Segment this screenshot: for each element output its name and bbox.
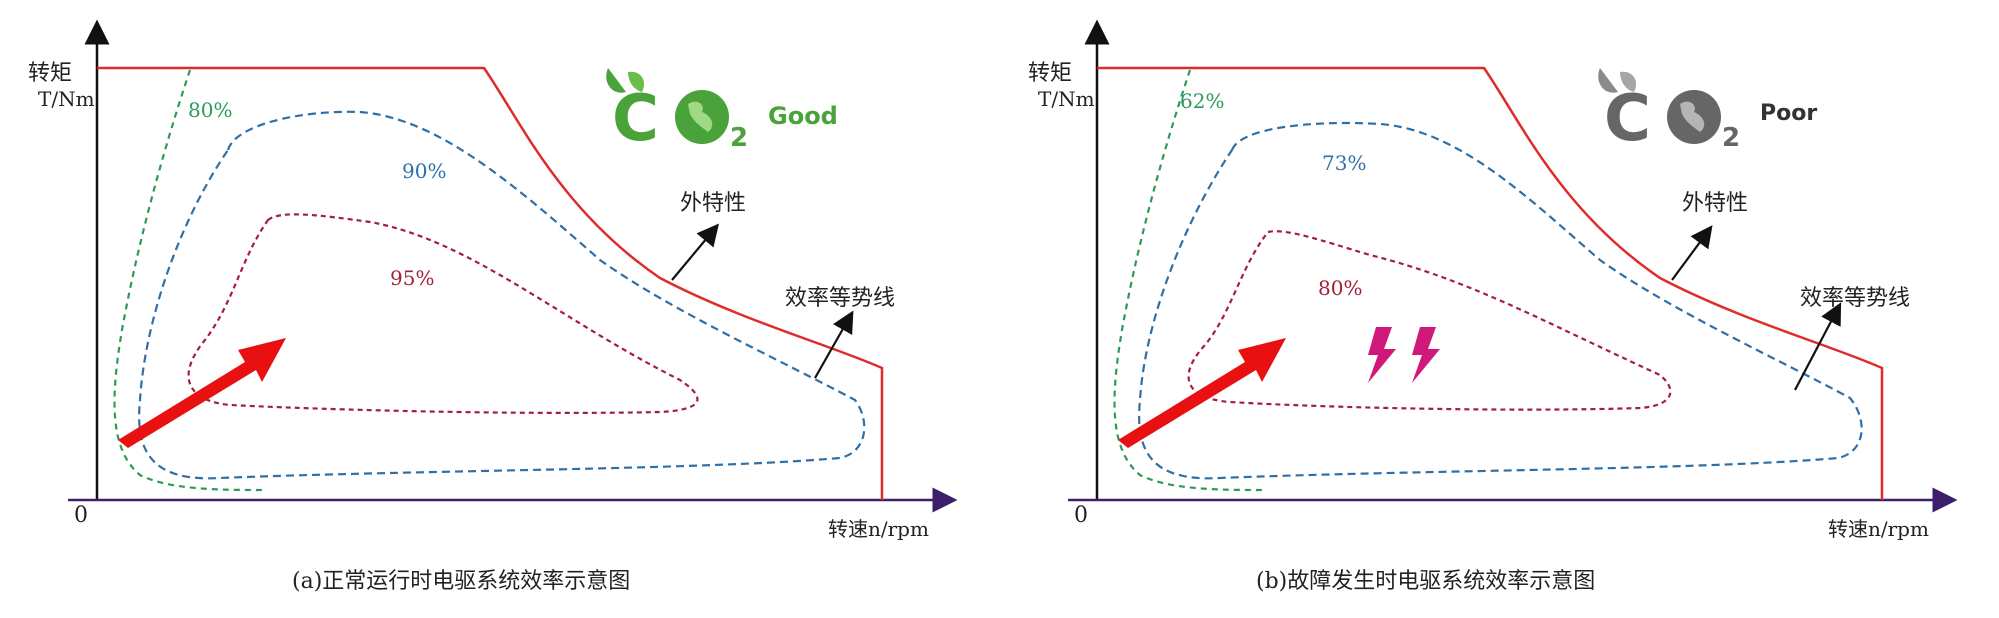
contour-middle xyxy=(1138,121,1863,480)
contour-outer xyxy=(1113,69,1266,492)
eff-contour-pointer xyxy=(814,310,854,379)
contour-middle-label: 90% xyxy=(402,159,446,183)
caption: (a)正常运行时电驱系统效率示意图 xyxy=(292,569,630,594)
y-axis-label-torque: 转矩 xyxy=(1028,61,1072,86)
ext-char-pointer xyxy=(1671,225,1713,281)
upward-arrow-icon xyxy=(118,338,286,448)
diagram-normal: 转矩 T/Nm 0 转速n/rpm 80% 90% 95% 外特性 效率等势线 … xyxy=(28,19,958,594)
contour-inner xyxy=(187,213,699,414)
badge-text-poor: Poor xyxy=(1760,101,1817,126)
svg-text:C: C xyxy=(612,82,659,156)
diagram-fault: 转矩 T/Nm 0 转速n/rpm 62% 73% 80% 外特性 效率等势线 … xyxy=(1028,19,1958,594)
y-axis-label-torque: 转矩 xyxy=(28,61,72,86)
origin-label: 0 xyxy=(1074,503,1088,528)
x-axis-label: 转速n/rpm xyxy=(1828,517,1929,541)
y-axis-label-unit: T/Nm xyxy=(1038,87,1095,111)
contour-outer-label: 62% xyxy=(1180,89,1224,113)
badge-text-good: Good xyxy=(768,102,838,130)
contour-outer xyxy=(113,69,266,492)
eff-contour-pointer xyxy=(1794,302,1842,391)
external-characteristic-curve xyxy=(1097,66,1884,500)
contour-inner-label: 80% xyxy=(1318,276,1362,300)
contour-inner xyxy=(1187,230,1672,411)
eff-contour-label: 效率等势线 xyxy=(1800,286,1910,311)
contour-outer-label: 80% xyxy=(188,98,232,122)
ext-char-label: 外特性 xyxy=(680,191,746,216)
contour-middle-label: 73% xyxy=(1322,151,1366,175)
caption: (b)故障发生时电驱系统效率示意图 xyxy=(1256,569,1595,594)
ext-char-pointer xyxy=(671,223,720,281)
eff-contour-label: 效率等势线 xyxy=(785,286,895,311)
svg-text:2: 2 xyxy=(1722,123,1740,153)
contour-middle xyxy=(138,110,866,480)
panel-fault: 转矩 T/Nm 0 转速n/rpm 62% 73% 80% 外特性 效率等势线 … xyxy=(1000,0,1999,614)
ext-char-label: 外特性 xyxy=(1682,191,1748,216)
co2-poor-icon: C 2 Poor xyxy=(1598,68,1817,156)
origin-label: 0 xyxy=(74,503,88,528)
contour-inner-label: 95% xyxy=(390,266,434,290)
external-characteristic-curve xyxy=(97,66,884,500)
lightning-fault-icon xyxy=(1368,327,1440,383)
x-axis-label: 转速n/rpm xyxy=(828,517,929,541)
panel-normal: 转矩 T/Nm 0 转速n/rpm 80% 90% 95% 外特性 效率等势线 … xyxy=(0,0,1000,614)
upward-arrow-icon xyxy=(1118,338,1286,448)
y-axis-label-unit: T/Nm xyxy=(38,87,95,111)
svg-text:C: C xyxy=(1604,82,1651,156)
co2-good-icon: C 2 Good xyxy=(606,68,838,156)
svg-text:2: 2 xyxy=(730,123,748,153)
